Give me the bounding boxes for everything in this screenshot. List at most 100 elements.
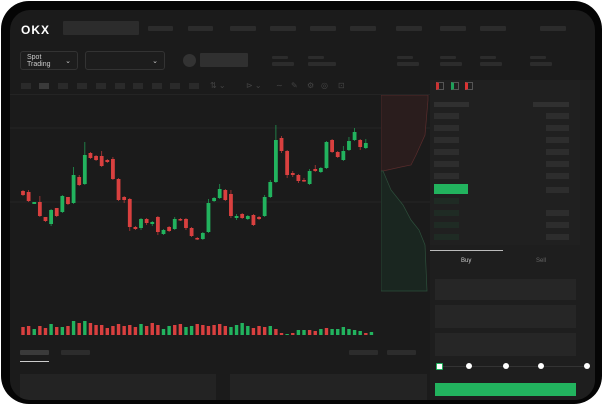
nav-item[interactable] bbox=[188, 26, 213, 31]
slider-mark-50[interactable] bbox=[503, 363, 509, 369]
nav-item[interactable] bbox=[480, 26, 506, 31]
volume-bar bbox=[251, 328, 256, 335]
nav-item[interactable] bbox=[440, 26, 466, 31]
volume-bar bbox=[26, 326, 31, 335]
volume-bar bbox=[178, 324, 183, 335]
candle bbox=[116, 179, 121, 200]
orders-tab-underline bbox=[20, 361, 49, 362]
nav-item[interactable] bbox=[540, 26, 566, 31]
timeframe-button[interactable] bbox=[115, 83, 125, 89]
timeframe-button[interactable] bbox=[77, 83, 87, 89]
orderbook-both-icon[interactable] bbox=[436, 82, 444, 90]
buy-tab-underline bbox=[430, 250, 503, 251]
sell-tab[interactable]: Sell bbox=[536, 258, 547, 264]
camera-icon[interactable]: ◎ bbox=[321, 81, 328, 90]
candle bbox=[347, 141, 351, 150]
candle bbox=[240, 214, 245, 218]
candle bbox=[268, 182, 273, 197]
search-placeholder[interactable] bbox=[63, 21, 139, 35]
volume-bar bbox=[364, 333, 368, 335]
volume-bar bbox=[55, 327, 59, 335]
candle bbox=[189, 228, 194, 236]
filter-button[interactable] bbox=[349, 350, 378, 355]
trading-mode-label: Spot Trading bbox=[27, 53, 51, 68]
candle bbox=[200, 233, 205, 239]
amount-slider-handle[interactable] bbox=[436, 363, 443, 370]
timeframe-button[interactable] bbox=[152, 83, 162, 89]
slider-mark-75[interactable] bbox=[538, 363, 544, 369]
fullscreen-icon[interactable]: ⊡ bbox=[338, 81, 345, 90]
timeframe-button[interactable] bbox=[133, 83, 143, 89]
orders-tab[interactable] bbox=[20, 350, 49, 355]
nav-item[interactable] bbox=[350, 26, 376, 31]
candle bbox=[133, 227, 138, 229]
history-tab[interactable] bbox=[61, 350, 90, 355]
stat-label bbox=[272, 56, 288, 59]
timeframe-button[interactable] bbox=[170, 83, 180, 89]
orderbook-bids-icon[interactable] bbox=[451, 82, 459, 90]
amount-slider-track[interactable] bbox=[440, 366, 588, 367]
candle bbox=[172, 219, 177, 229]
candle bbox=[341, 151, 346, 160]
depth-bids-area bbox=[381, 170, 428, 292]
candle bbox=[99, 156, 104, 166]
indicator-icon[interactable]: ⊳ ⌄ bbox=[246, 81, 262, 90]
buy-tab[interactable]: Buy bbox=[461, 258, 472, 264]
okx-logo[interactable]: OKX bbox=[21, 23, 51, 37]
volume-bar bbox=[49, 324, 53, 335]
slider-mark-25[interactable] bbox=[466, 363, 472, 369]
timeframe-button[interactable] bbox=[58, 83, 68, 89]
volume-bar bbox=[139, 324, 143, 335]
candlestick-chart[interactable] bbox=[10, 95, 430, 335]
line-tool-icon[interactable]: ∼ bbox=[276, 81, 283, 90]
bid-price bbox=[434, 210, 459, 216]
bid-amount bbox=[546, 210, 569, 216]
settings-icon[interactable]: ⚙ bbox=[307, 81, 315, 90]
orderbook-asks-icon[interactable] bbox=[465, 82, 473, 90]
candle bbox=[262, 197, 267, 216]
candle bbox=[54, 208, 59, 216]
timeframe-button[interactable] bbox=[96, 83, 106, 89]
pair-dropdown[interactable]: ⌄ bbox=[85, 51, 165, 70]
nav-item[interactable] bbox=[310, 26, 336, 31]
candle bbox=[363, 143, 368, 148]
candle bbox=[324, 142, 329, 168]
candle bbox=[155, 217, 160, 232]
volume-bar bbox=[285, 334, 289, 335]
nav-item[interactable] bbox=[230, 26, 256, 31]
volume-bar bbox=[279, 333, 284, 335]
price-input[interactable] bbox=[435, 279, 576, 300]
candle bbox=[217, 189, 222, 198]
timeframe-button[interactable] bbox=[39, 83, 49, 89]
candle bbox=[279, 138, 284, 151]
candle bbox=[212, 198, 216, 201]
candle bbox=[285, 151, 290, 175]
slider-mark-100[interactable] bbox=[584, 363, 590, 369]
depth-chart bbox=[381, 95, 429, 292]
toolbar-divider bbox=[10, 94, 430, 95]
nav-item[interactable] bbox=[270, 26, 296, 31]
filter-button[interactable] bbox=[387, 350, 416, 355]
buy-submit-button[interactable] bbox=[435, 383, 576, 396]
candle bbox=[313, 169, 318, 171]
nav-item[interactable] bbox=[148, 26, 173, 31]
timeframe-button[interactable] bbox=[189, 83, 199, 89]
timeframe-button[interactable] bbox=[21, 83, 31, 89]
volume-bar bbox=[234, 325, 239, 335]
orders-panel-right bbox=[230, 374, 427, 400]
candle bbox=[318, 168, 323, 172]
volume-bar bbox=[122, 326, 126, 335]
draw-tool-icon[interactable]: ✎ bbox=[291, 81, 298, 90]
nav-item[interactable] bbox=[396, 26, 422, 31]
volume-bar bbox=[66, 326, 70, 335]
volume-bar bbox=[38, 326, 42, 335]
amount-input[interactable] bbox=[435, 305, 576, 328]
candle bbox=[60, 196, 65, 212]
chart-type-icon[interactable]: ⇅ ⌄ bbox=[210, 81, 226, 90]
volume-bar bbox=[94, 325, 98, 335]
trading-mode-dropdown[interactable]: Spot Trading ⌄ bbox=[20, 51, 78, 70]
volume-bar bbox=[240, 323, 244, 335]
total-input[interactable] bbox=[435, 333, 576, 356]
ask-amount bbox=[546, 137, 569, 143]
